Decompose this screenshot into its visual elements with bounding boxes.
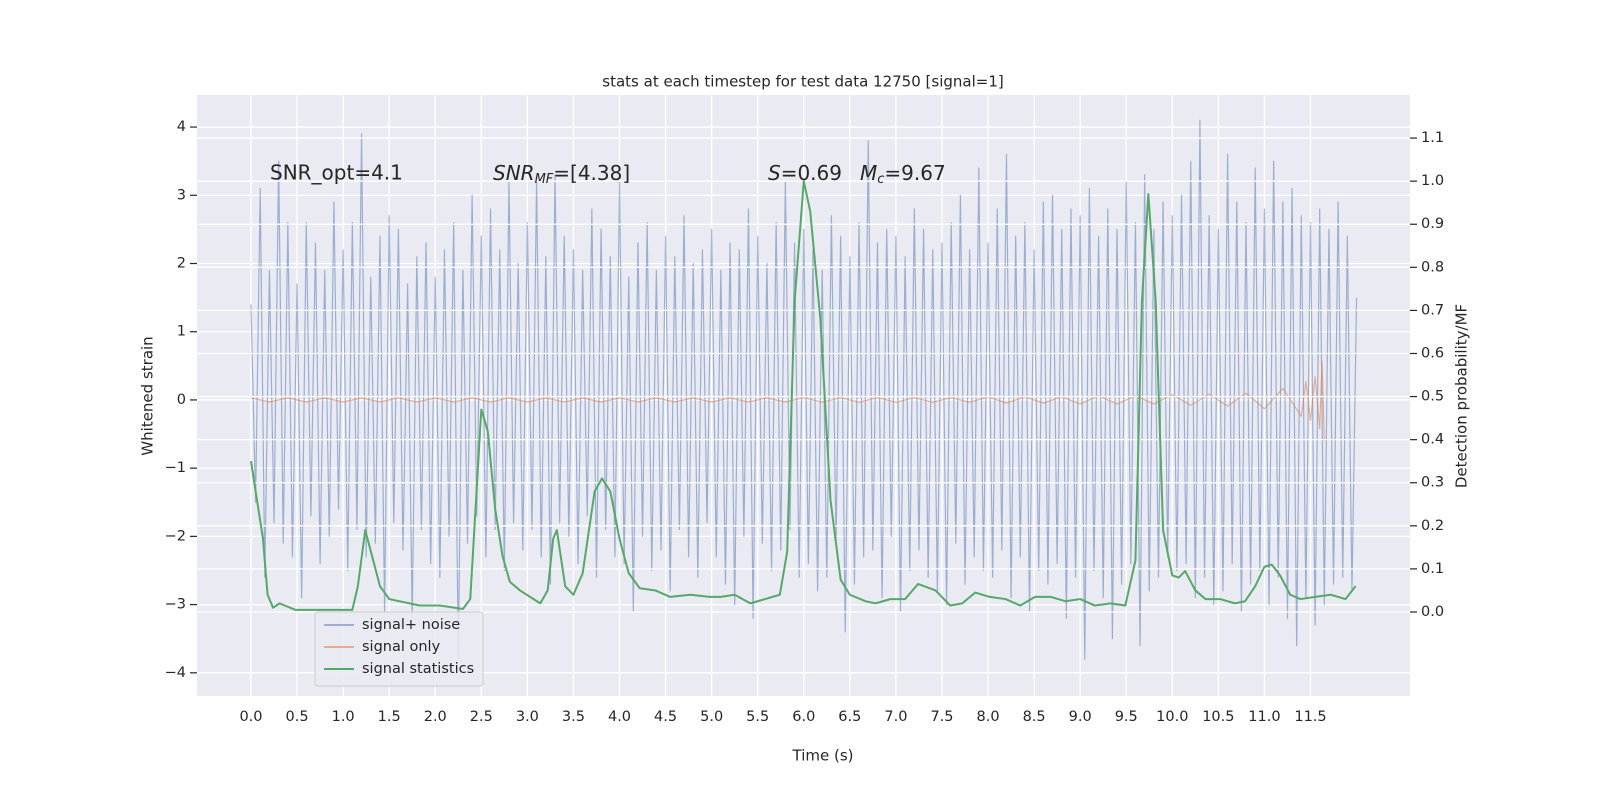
- chart-title: stats at each timestep for test data 127…: [602, 73, 1003, 91]
- x-tick-label: 4.0: [608, 709, 631, 725]
- y2-axis-label: Detection probability/MF: [1453, 304, 1471, 488]
- y-tick-label: 2: [177, 255, 186, 271]
- annotation-part: =[4.38]: [553, 161, 630, 185]
- annotation-part: SNR: [493, 161, 535, 185]
- x-tick-label: 9.5: [1115, 709, 1138, 725]
- x-tick-label: 1.5: [378, 709, 401, 725]
- y-tick-label: 3: [177, 187, 186, 203]
- x-tick-label: 11.5: [1294, 709, 1326, 725]
- x-tick-label: 7.5: [930, 709, 953, 725]
- legend-label: signal only: [362, 639, 441, 655]
- legend: signal+ noise signal only signal statistic…: [314, 611, 484, 687]
- x-tick-label: 6.0: [792, 709, 815, 725]
- series-line: [250, 360, 1325, 441]
- y2-tick-label: 0.8: [1421, 259, 1444, 275]
- series-line: [250, 180, 1357, 611]
- annotation-sub: MF: [535, 172, 554, 187]
- x-tick-label: 2.5: [470, 709, 493, 725]
- y2-tick-label: 1.0: [1421, 173, 1444, 189]
- x-tick-label: 6.5: [838, 709, 861, 725]
- legend-label: signal+ noise: [362, 617, 460, 633]
- x-tick-label: 10.5: [1202, 709, 1234, 725]
- legend-box: [314, 611, 484, 687]
- y-tick-label: 1: [177, 324, 186, 340]
- y-tick-label: −3: [165, 597, 186, 613]
- x-tick-label: 5.0: [700, 709, 723, 725]
- x-tick-label: 4.5: [654, 709, 677, 725]
- x-tick-label: 10.0: [1156, 709, 1188, 725]
- annotation: S=0.69: [768, 161, 842, 185]
- y2-tick-label: 0.5: [1421, 389, 1444, 405]
- x-tick-label: 3.0: [516, 709, 539, 725]
- y2-tick-label: 1.1: [1421, 130, 1444, 146]
- x-tick-label: 9.0: [1069, 709, 1092, 725]
- x-tick-label: 0.0: [239, 709, 262, 725]
- x-tick-label: 5.5: [746, 709, 769, 725]
- annotation: SNR_opt=4.1: [270, 161, 403, 185]
- annotation: Mc=9.67: [860, 161, 946, 187]
- y-tick-label: 4: [177, 119, 186, 135]
- y-tick-label: −1: [165, 460, 186, 476]
- x-tick-label: 3.5: [562, 709, 585, 725]
- annotation-part: =0.69: [781, 161, 842, 185]
- y-tick-label: −4: [165, 665, 186, 681]
- y2-tick-label: 0.0: [1421, 604, 1444, 620]
- legend-label: signal statistics: [362, 661, 474, 677]
- y2-tick-label: 0.7: [1421, 302, 1444, 318]
- annotation-part: M: [860, 161, 877, 185]
- annotation-part: =9.67: [884, 161, 945, 185]
- y-tick-label: −2: [165, 528, 186, 544]
- x-axis-label: Time (s): [792, 747, 854, 765]
- annotation-sub: c: [877, 172, 884, 187]
- y-axis-label: Whitened strain: [139, 336, 157, 455]
- x-tick-label: 0.5: [286, 709, 309, 725]
- annotation-part: S: [768, 161, 781, 185]
- y2-tick-label: 0.9: [1421, 216, 1444, 232]
- x-tick-label: 7.0: [884, 709, 907, 725]
- x-tick-label: 1.0: [332, 709, 355, 725]
- y2-tick-label: 0.3: [1421, 475, 1444, 491]
- x-tick-label: 8.5: [1023, 709, 1046, 725]
- y2-tick-label: 0.1: [1421, 561, 1444, 577]
- annotation: SNRMF=[4.38]: [493, 161, 630, 187]
- x-tick-label: 11.0: [1248, 709, 1280, 725]
- y2-tick-label: 0.2: [1421, 518, 1444, 534]
- y-tick-label: 0: [177, 392, 186, 408]
- series-line: [250, 119, 1358, 660]
- y2-tick-label: 0.4: [1421, 432, 1444, 448]
- x-tick-label: 8.0: [977, 709, 1000, 725]
- x-tick-label: 2.0: [424, 709, 447, 725]
- y2-tick-label: 0.6: [1421, 345, 1444, 361]
